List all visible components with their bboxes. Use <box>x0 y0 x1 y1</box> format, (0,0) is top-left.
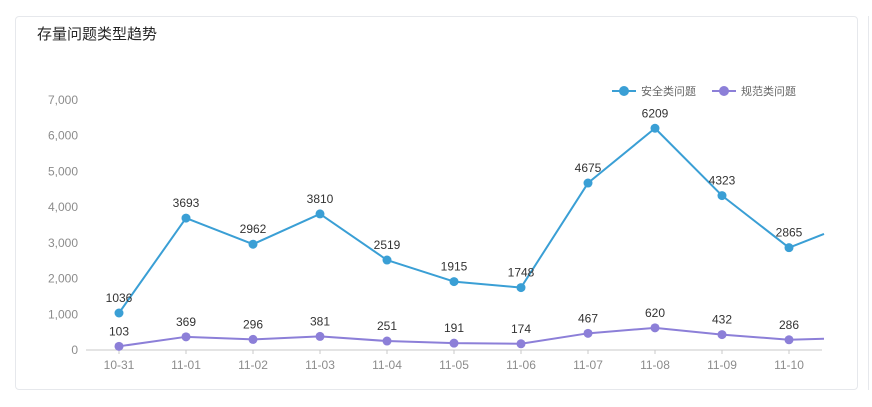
data-point[interactable] <box>717 191 727 201</box>
data-label: 286 <box>779 318 799 332</box>
data-label: 1915 <box>441 260 468 274</box>
x-tick-label: 11-04 <box>372 358 402 372</box>
x-tick-label: 11-09 <box>707 358 737 372</box>
x-tick-label: 11-07 <box>573 358 603 372</box>
data-label: 467 <box>578 311 598 325</box>
data-label: 381 <box>310 314 330 328</box>
data-point[interactable] <box>516 339 526 349</box>
data-point[interactable] <box>449 338 459 348</box>
data-label: 6209 <box>642 106 669 120</box>
x-tick-label: 11-08 <box>640 358 670 372</box>
y-tick-label: 4,000 <box>48 200 78 214</box>
data-label: 251 <box>377 319 397 333</box>
data-point[interactable] <box>449 277 459 287</box>
x-tick-label: 11-03 <box>305 358 335 372</box>
y-tick-label: 5,000 <box>48 164 78 178</box>
data-label: 2962 <box>240 222 267 236</box>
series-1: 1036 3693 2962 3810 2519 1915 1748 4675 6209 4323… <box>106 106 825 318</box>
series-2: 103 369 296 381 251 191 174 467 620 432 286 <box>109 306 825 351</box>
y-tick-label: 0 <box>71 343 78 357</box>
y-tick-label: 3,000 <box>48 236 78 250</box>
data-point[interactable] <box>382 336 392 346</box>
data-point[interactable] <box>583 328 593 338</box>
chart-title: 存量问题类型趋势 <box>37 25 158 43</box>
data-label: 4323 <box>709 174 736 188</box>
data-label: 103 <box>109 324 129 338</box>
y-axis: 0 1,000 2,000 3,000 4,000 5,000 6,000 7,000 <box>48 93 78 357</box>
x-tick-label: 11-01 <box>171 358 201 372</box>
legend-marker <box>719 86 729 96</box>
data-point[interactable] <box>650 123 660 133</box>
data-point[interactable] <box>650 323 660 333</box>
y-tick-label: 2,000 <box>48 272 78 286</box>
data-point[interactable] <box>181 332 191 342</box>
data-point[interactable] <box>717 330 727 340</box>
data-label: 2519 <box>374 238 401 252</box>
x-tick-label: 11-10 <box>774 358 804 372</box>
data-label: 432 <box>712 313 732 327</box>
legend-label: 安全类问题 <box>641 84 696 98</box>
data-point[interactable] <box>114 341 124 351</box>
data-label: 3693 <box>173 196 200 210</box>
data-label: 2865 <box>776 226 803 240</box>
data-point[interactable] <box>315 209 325 219</box>
legend-label: 规范类问题 <box>741 84 796 98</box>
x-tick-label: 11-06 <box>506 358 536 372</box>
data-point[interactable] <box>181 213 191 223</box>
y-tick-label: 6,000 <box>48 129 78 143</box>
data-point[interactable] <box>114 308 124 318</box>
data-label: 620 <box>645 306 665 320</box>
x-tick-label: 10-31 <box>104 358 135 372</box>
data-point[interactable] <box>248 334 258 344</box>
data-point[interactable] <box>248 239 258 249</box>
legend-item-1[interactable]: 安全类问题 <box>612 84 696 98</box>
chart-card: 存量问题类型趋势 <box>15 16 858 390</box>
legend[interactable]: 安全类问题 规范类问题 <box>612 84 796 98</box>
data-label: 3810 <box>307 192 334 206</box>
data-label: 296 <box>243 317 263 331</box>
adjacent-panel-edge <box>868 16 869 390</box>
data-point[interactable] <box>382 255 392 265</box>
data-label: 4675 <box>575 161 602 175</box>
data-point[interactable] <box>784 243 794 253</box>
data-point[interactable] <box>583 178 593 188</box>
data-label: 369 <box>176 315 196 329</box>
data-label: 191 <box>444 321 464 335</box>
data-point[interactable] <box>784 335 794 345</box>
y-tick-label: 1,000 <box>48 307 78 321</box>
data-label: 174 <box>511 322 531 336</box>
data-point[interactable] <box>315 331 325 341</box>
legend-marker <box>619 86 629 96</box>
legend-item-2[interactable]: 规范类问题 <box>712 84 796 98</box>
data-point[interactable] <box>516 283 526 293</box>
x-tick-label: 11-05 <box>439 358 469 372</box>
series-line <box>118 326 825 348</box>
data-label: 1036 <box>106 291 133 305</box>
data-label: 1748 <box>508 266 535 280</box>
x-tick-label: 11-02 <box>238 358 268 372</box>
x-axis: 10-31 11-01 11-02 11-03 11-04 11-05 11-06 11-07… <box>86 349 822 372</box>
y-tick-label: 7,000 <box>48 93 78 107</box>
series-line <box>118 127 825 314</box>
